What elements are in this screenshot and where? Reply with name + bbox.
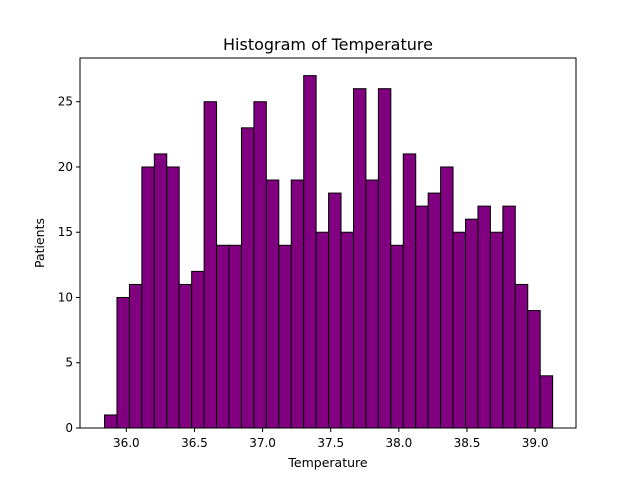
histogram-bar [240, 127, 255, 429]
y-tick-label: 10 [58, 290, 73, 304]
histogram-bar [539, 375, 554, 429]
histogram-bar [290, 179, 305, 429]
histogram-bar [377, 88, 392, 429]
histogram-bar [216, 244, 230, 429]
histogram-bar [352, 88, 367, 429]
histogram-bar [203, 101, 218, 429]
y-tick-label: 25 [58, 95, 73, 109]
histogram-bar [104, 414, 118, 429]
histogram-bar [502, 205, 516, 429]
histogram-bar [489, 231, 504, 429]
histogram-bar [390, 244, 404, 429]
histogram-bar [465, 218, 479, 429]
y-tick-label: 0 [65, 421, 73, 435]
histogram-bar [527, 310, 541, 429]
x-tick-label: 36.0 [113, 436, 140, 450]
histogram-bar [477, 205, 491, 429]
x-tick-label: 38.5 [454, 436, 481, 450]
x-axis-ticks: 36.0 36.5 37.0 37.5 38.0 38.5 39.0 [113, 428, 549, 450]
histogram-bar [328, 192, 342, 429]
histogram-bar [191, 270, 205, 429]
histogram-bar [365, 179, 379, 429]
bars-group [104, 75, 554, 429]
histogram-bar [452, 231, 467, 429]
histogram-bar [265, 179, 280, 429]
histogram-bar [402, 153, 417, 429]
histogram-bar [303, 75, 317, 429]
histogram-bar [278, 244, 292, 429]
y-tick-label: 5 [65, 356, 73, 370]
y-axis-label: Patients [32, 218, 47, 268]
histogram-bar [116, 296, 130, 429]
histogram-bar [514, 283, 529, 429]
histogram-bar [340, 231, 354, 429]
x-tick-label: 37.0 [249, 436, 276, 450]
histogram-bar [141, 166, 155, 429]
histogram-bar [153, 153, 168, 429]
x-tick-label: 39.0 [522, 436, 549, 450]
x-tick-label: 38.0 [385, 436, 412, 450]
x-tick-label: 36.5 [181, 436, 208, 450]
histogram-bar [166, 166, 180, 429]
histogram-bar [440, 166, 454, 429]
x-axis-label: Temperature [287, 455, 367, 470]
histogram-bar [228, 244, 242, 429]
y-axis-ticks: 0 5 10 15 20 25 [58, 95, 80, 435]
histogram-bar [315, 231, 330, 429]
histogram-bar [253, 101, 267, 429]
histogram-bar [178, 283, 193, 429]
histogram-bar [415, 205, 429, 429]
histogram-bar [128, 283, 143, 429]
plot-frame [79, 57, 577, 429]
y-tick-label: 20 [58, 160, 73, 174]
y-tick-label: 15 [58, 225, 73, 239]
histogram-bar [427, 192, 442, 429]
chart-title: Histogram of Temperature [223, 35, 433, 54]
x-tick-label: 37.5 [317, 436, 344, 450]
